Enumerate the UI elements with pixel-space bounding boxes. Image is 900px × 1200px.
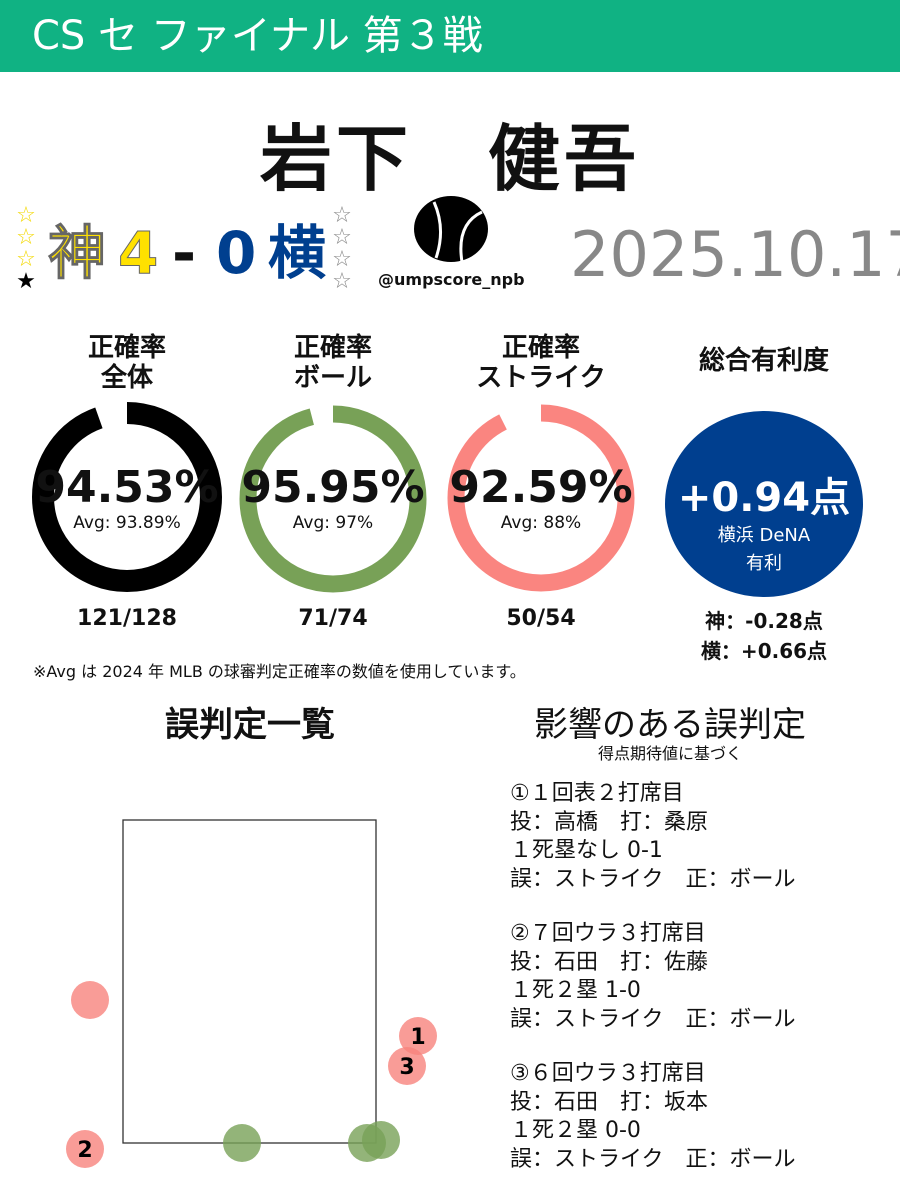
header-bar: CS セ ファイナル 第３戦: [0, 0, 900, 72]
impact-subtitle: 得点期待値に基づく: [597, 744, 742, 763]
pitch-mark: [223, 1124, 261, 1162]
home-team: 神: [47, 219, 107, 288]
home-score: 4: [117, 219, 159, 288]
favor-breakdown: 神：-0.28点 横：+0.66点: [700, 609, 828, 663]
pitch-mark: [362, 1121, 400, 1159]
header-title: CS セ ファイナル 第３戦: [32, 13, 483, 59]
pitch-mark: [399, 1017, 437, 1055]
strike-zone-plot: 1 3 2: [66, 819, 437, 1168]
home-stars: ☆ ☆ ☆ ★: [16, 203, 36, 294]
ball-ring: [239, 405, 427, 593]
impact-item-2: ②７回ウラ３打席目 投：石田 打：佐藤 １死２塁 1-0 誤：ストライク 正：ボール: [510, 921, 796, 1032]
pitch-mark: [66, 1130, 104, 1168]
favor-circle: [665, 411, 863, 597]
ball-avg: Avg: 97%: [292, 513, 374, 533]
ball-ring-text: 95.95% Avg: 97%: [233, 462, 433, 533]
pitch-mark: [388, 1047, 426, 1085]
strike-fraction: 50/54: [506, 606, 576, 631]
overall-fraction: 121/128: [77, 606, 177, 631]
score-dash: -: [172, 219, 197, 287]
strike-ring-text: 92.59% Avg: 88%: [441, 462, 641, 533]
impact-item-1: ①１回表２打席目 投：高橋 打：桑原 １死塁なし 0-1 誤：ストライク 正：ボール: [510, 781, 796, 892]
twitter-handle: @umpscore_npb: [378, 270, 525, 289]
strike-zone: [122, 819, 377, 1144]
away-stars: ☆ ☆ ☆ ☆: [332, 203, 352, 294]
strike-ring: [447, 404, 635, 592]
overall-avg: Avg: 93.89%: [73, 513, 181, 533]
pitch-label: 2: [77, 1138, 92, 1163]
favor-label: 総合有利度: [698, 346, 829, 376]
ball-value: 95.95%: [241, 462, 425, 513]
stat-label-overall: 正確率 全体: [87, 333, 166, 393]
accuracy-rings: [32, 402, 863, 597]
favor-team: 横浜 DeNA: [717, 525, 811, 546]
umpire-name: 岩下 健吾: [259, 117, 640, 201]
misses-title: 誤判定一覧: [165, 705, 335, 745]
away-score: 0: [216, 219, 257, 287]
ball-fraction: 71/74: [298, 606, 368, 631]
favor-suffix: 有利: [746, 553, 782, 574]
overall-value: 94.53%: [35, 462, 219, 513]
overall-ring-text: 94.53% Avg: 93.89%: [27, 462, 227, 533]
pitch-mark: [71, 981, 109, 1019]
strike-value: 92.59%: [449, 462, 633, 513]
pitch-label: 1: [410, 1025, 425, 1050]
away-team: 横: [268, 219, 327, 287]
favor-text: +0.94点横浜 DeNA 有利: [664, 465, 864, 575]
impact-title: 影響のある誤判定: [534, 705, 806, 745]
strike-avg: Avg: 88%: [500, 513, 582, 533]
avg-note: ※Avg は 2024 年 MLB の球審判定正確率の数値を使用しています。: [33, 662, 526, 681]
overall-ring: [32, 402, 222, 592]
stat-label-strike: 正確率 ストライク: [476, 333, 606, 393]
ball-logo-icon: [414, 196, 488, 263]
game-date: 2025.10.17: [570, 218, 900, 291]
stat-label-ball: 正確率 ボール: [293, 333, 372, 393]
impact-item-3: ③６回ウラ３打席目 投：石田 打：坂本 １死２塁 0-0 誤：ストライク 正：ボール: [510, 1061, 796, 1172]
pitch-label: 3: [399, 1055, 414, 1080]
favor-value: +0.94点: [677, 475, 851, 521]
